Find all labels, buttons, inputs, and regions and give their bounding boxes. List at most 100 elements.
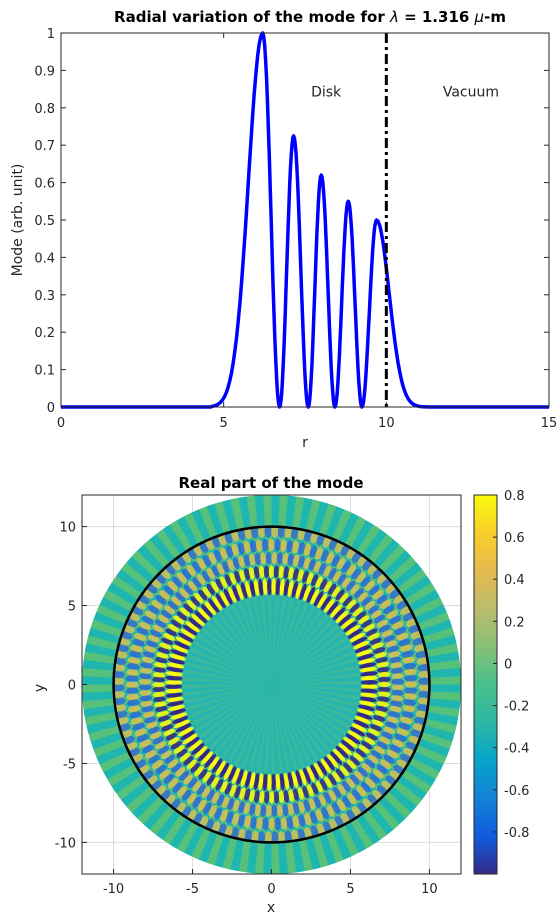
mode-lobe xyxy=(155,764,167,775)
mode-lobe xyxy=(151,599,163,610)
mode-lobe xyxy=(360,692,378,698)
mode-lobe xyxy=(310,764,320,781)
mode-lobe xyxy=(127,656,141,664)
heatmap-y-tick-label: 0 xyxy=(68,679,76,694)
mode-lobe xyxy=(112,670,125,679)
mode-lobe xyxy=(202,586,211,598)
mode-lobe xyxy=(167,580,178,591)
mode-lobe xyxy=(237,528,246,541)
mode-lobe xyxy=(172,576,183,587)
mode-lobe xyxy=(414,644,427,652)
radial-y-tick-label: 0.3 xyxy=(34,289,55,304)
mode-lobe xyxy=(377,696,390,703)
mode-lobe xyxy=(237,814,245,827)
mode-lobe xyxy=(225,545,234,558)
colorbar-tick-label: 0.4 xyxy=(504,573,525,588)
mode-lobe xyxy=(360,675,378,681)
mode-lobe xyxy=(298,542,306,555)
mode-lobe xyxy=(354,770,364,781)
radial-y-tick-label: 0.2 xyxy=(34,326,55,341)
mode-lobe xyxy=(258,773,264,791)
mode-lobe xyxy=(332,607,346,621)
mode-lobe xyxy=(154,701,167,707)
mode-lobe xyxy=(168,737,180,745)
mode-lobe xyxy=(418,677,431,685)
mode-lobe xyxy=(237,542,245,555)
mode-lobe xyxy=(350,584,360,595)
mode-lobe xyxy=(291,829,299,843)
mode-lobe xyxy=(378,624,391,633)
mode-lobe xyxy=(378,681,391,688)
mode-lobe xyxy=(129,711,142,719)
mode-lobe xyxy=(155,594,167,605)
mode-lobe xyxy=(378,676,391,683)
mode-lobe xyxy=(371,719,384,727)
mode-lobe xyxy=(282,552,289,566)
mode-lobe xyxy=(297,528,306,541)
colorbar-tick-label: 0 xyxy=(504,657,512,672)
mode-lobe xyxy=(249,816,257,829)
mode-lobe xyxy=(283,772,290,790)
mode-lobe xyxy=(359,696,377,703)
mode-lobe xyxy=(346,793,357,805)
mode-lobe xyxy=(112,684,125,692)
mode-lobe xyxy=(216,794,225,806)
mode-lobe xyxy=(120,729,133,738)
mode-lobe xyxy=(361,596,372,606)
mode-lobe xyxy=(152,681,165,688)
radial-y-tick-label: 0.7 xyxy=(34,139,55,154)
radial-y-tick-label: 1 xyxy=(47,27,55,42)
mode-lobe xyxy=(253,579,260,597)
region-label-disk: Disk xyxy=(311,85,342,101)
mode-lobe xyxy=(302,786,309,799)
mode-lobe xyxy=(299,768,307,786)
disk-edge-circle xyxy=(112,525,431,844)
mode-lobe xyxy=(253,790,260,803)
mode-lobe xyxy=(279,578,285,596)
mode-lobe xyxy=(228,586,237,603)
mode-lobe xyxy=(365,778,376,789)
mode-lobe xyxy=(365,732,378,741)
heatmap-x-tick-label: 10 xyxy=(421,882,438,897)
mode-lobe xyxy=(181,789,192,801)
mode-lobe xyxy=(194,610,208,624)
mode-lobe xyxy=(132,638,145,647)
mode-lobe xyxy=(278,565,285,579)
mode-lobe xyxy=(130,717,143,725)
mode-lobe xyxy=(332,570,342,583)
mode-lobe xyxy=(404,687,418,694)
mode-lobe xyxy=(391,678,405,685)
mode-lobe xyxy=(404,693,417,701)
mode-lobe xyxy=(400,717,413,725)
mode-lobe xyxy=(355,712,373,720)
mode-lobe xyxy=(276,552,283,565)
mode-lobe xyxy=(276,804,283,817)
mode-lobe xyxy=(404,668,417,676)
mode-lobe xyxy=(313,590,324,607)
mode-lobe xyxy=(304,827,312,840)
mode-lobe xyxy=(299,583,307,601)
mode-lobe xyxy=(317,760,328,776)
mode-lobe xyxy=(179,770,189,781)
mode-lobe xyxy=(191,613,205,626)
mode-lobe xyxy=(417,664,431,672)
mode-lobe xyxy=(206,774,215,786)
mode-lobe xyxy=(155,657,168,664)
mode-lobe xyxy=(227,558,235,571)
mode-lobe xyxy=(172,645,189,653)
mode-lobe xyxy=(401,711,414,719)
mode-lobe xyxy=(112,690,125,699)
mode-lobe xyxy=(310,588,320,605)
mode-lobe xyxy=(211,791,220,804)
heatmap-y-axis-label: y xyxy=(32,684,48,692)
mode-lobe xyxy=(238,555,245,568)
mode-lobe xyxy=(355,611,367,621)
mode-lobe xyxy=(116,644,129,652)
mode-lobe xyxy=(361,741,373,750)
mode-lobe xyxy=(373,590,384,600)
mode-lobe xyxy=(404,681,418,688)
mode-lobe xyxy=(112,697,126,705)
mode-lobe xyxy=(388,711,401,718)
mode-lobe xyxy=(211,595,223,611)
mode-lobe xyxy=(258,578,264,596)
